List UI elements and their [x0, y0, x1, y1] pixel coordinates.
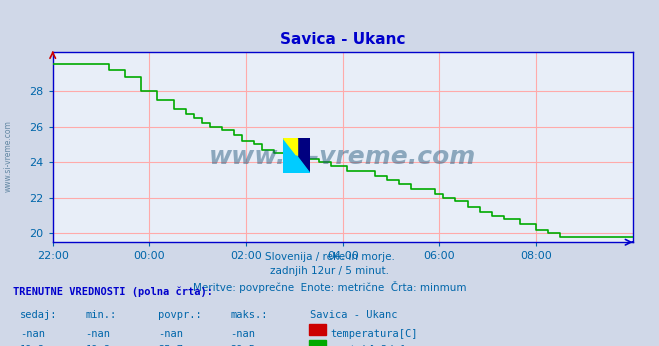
- Text: -nan: -nan: [158, 329, 183, 339]
- Polygon shape: [283, 138, 297, 156]
- Text: min.:: min.:: [86, 310, 117, 320]
- Title: Savica - Ukanc: Savica - Ukanc: [280, 31, 405, 47]
- Text: 29,5: 29,5: [231, 345, 256, 346]
- Bar: [297, 138, 310, 173]
- Text: -nan: -nan: [86, 329, 111, 339]
- Text: sedaj:: sedaj:: [20, 310, 57, 320]
- Polygon shape: [297, 156, 310, 173]
- Text: maks.:: maks.:: [231, 310, 268, 320]
- Text: 25,7: 25,7: [158, 345, 183, 346]
- Text: temperatura[C]: temperatura[C]: [331, 329, 418, 339]
- Text: -nan: -nan: [20, 329, 45, 339]
- Text: Savica - Ukanc: Savica - Ukanc: [310, 310, 397, 320]
- Text: Slovenija / reke in morje.: Slovenija / reke in morje.: [264, 252, 395, 262]
- Bar: [283, 138, 297, 173]
- FancyBboxPatch shape: [309, 324, 326, 335]
- Text: 19,8: 19,8: [86, 345, 111, 346]
- FancyBboxPatch shape: [309, 340, 326, 346]
- Text: pretok[m3/s]: pretok[m3/s]: [331, 345, 406, 346]
- Text: 19,8: 19,8: [20, 345, 45, 346]
- Text: www.si-vreme.com: www.si-vreme.com: [209, 145, 476, 169]
- Text: TRENUTNE VREDNOSTI (polna črta):: TRENUTNE VREDNOSTI (polna črta):: [13, 287, 213, 297]
- Text: Meritve: povprečne  Enote: metrične  Črta: minmum: Meritve: povprečne Enote: metrične Črta:…: [192, 281, 467, 293]
- Text: -nan: -nan: [231, 329, 256, 339]
- Text: povpr.:: povpr.:: [158, 310, 202, 320]
- Text: zadnjih 12ur / 5 minut.: zadnjih 12ur / 5 minut.: [270, 266, 389, 276]
- Text: www.si-vreme.com: www.si-vreme.com: [3, 120, 13, 192]
